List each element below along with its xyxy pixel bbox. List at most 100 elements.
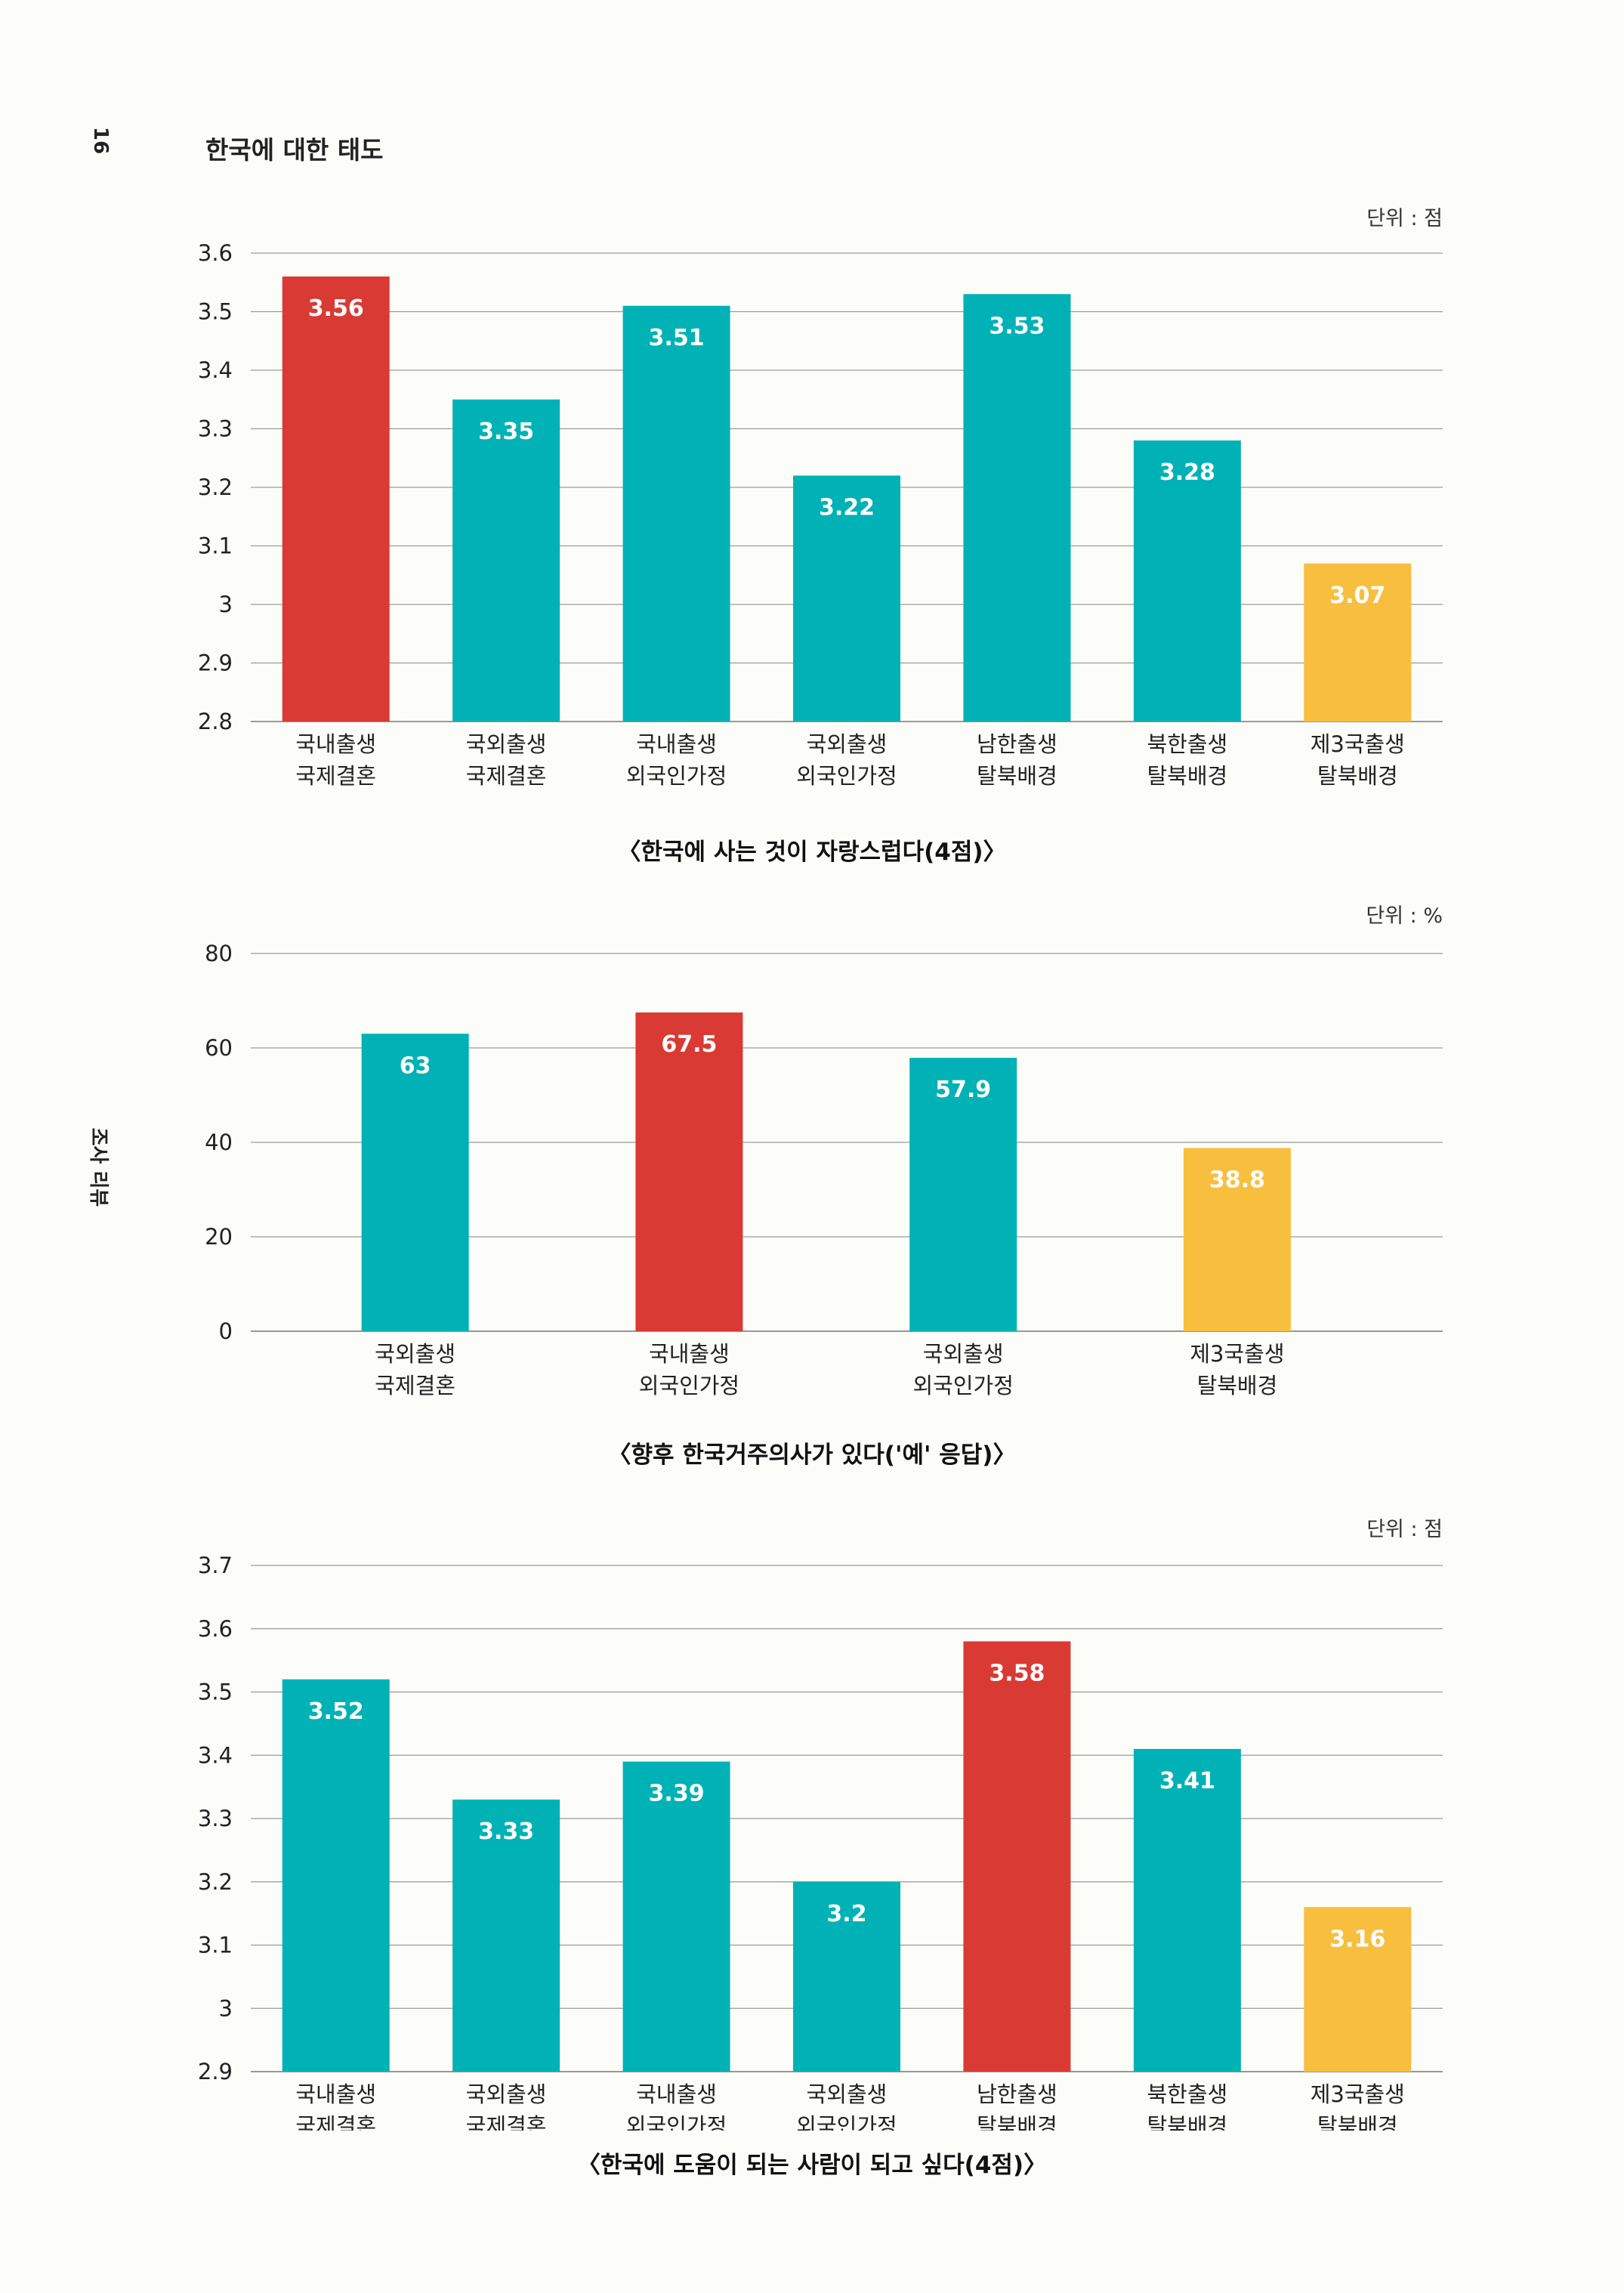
x-category-label: 국제결혼 <box>466 763 547 789</box>
data-label: 38.8 <box>1209 1167 1265 1194</box>
x-category-label: 제3국출생 <box>1190 1341 1284 1367</box>
x-category-label: 국내출생 <box>295 2081 376 2107</box>
page-title: 한국에 대한 태도 <box>205 135 384 165</box>
x-category-label: 북한출생 <box>1147 731 1227 757</box>
chart-helpful-person: 단위 : 점 2.9 3 3.1 3.2 3.3 3.4 3.5 3.6 3.7 3.52 국내출생… <box>0 1503 1624 2183</box>
data-label: 3.2 <box>826 1901 866 1927</box>
data-label: 3.52 <box>308 1698 364 1725</box>
x-category-label: 외국인가정 <box>912 1373 1013 1398</box>
y-tick-label: 0 <box>219 1318 233 1344</box>
bar <box>963 1641 1071 2072</box>
bar <box>635 1012 743 1331</box>
x-category-label: 남한출생 <box>977 2081 1057 2107</box>
y-tick-label: 3.6 <box>198 240 233 266</box>
y-tick-label: 40 <box>205 1130 233 1155</box>
bar <box>1304 563 1412 722</box>
x-category-label: 국외출생 <box>466 731 547 757</box>
bar <box>1133 440 1241 722</box>
bar <box>793 475 900 722</box>
y-tick-label: 3.1 <box>198 1933 233 1958</box>
x-category-label: 외국인가정 <box>796 2113 897 2131</box>
bar <box>452 399 560 722</box>
bar <box>793 1881 900 2072</box>
y-tick-label: 2.9 <box>198 651 233 676</box>
y-tick-label: 3.4 <box>198 357 233 383</box>
x-category-label: 국제결혼 <box>375 1373 455 1398</box>
data-label: 3.51 <box>649 325 705 351</box>
data-label: 67.5 <box>661 1031 717 1058</box>
data-label: 3.41 <box>1159 1768 1215 1794</box>
y-tick-label: 3.5 <box>198 1680 233 1705</box>
x-category-label: 국제결혼 <box>466 2113 547 2131</box>
x-category-label: 남한출생 <box>977 731 1057 757</box>
y-tick-label: 2.9 <box>198 2059 233 2084</box>
bar <box>1183 1148 1291 1331</box>
y-tick-label: 80 <box>205 941 233 966</box>
y-tick-label: 3.3 <box>198 1806 233 1831</box>
y-tick-label: 3.1 <box>198 533 233 559</box>
page-number: 16 <box>89 126 112 155</box>
x-category-label: 탈북배경 <box>1317 2113 1398 2131</box>
x-category-label: 외국인가정 <box>639 1373 739 1398</box>
x-category-label: 탈북배경 <box>1197 1373 1278 1398</box>
x-category-label: 탈북배경 <box>1147 763 1227 789</box>
data-label: 57.9 <box>935 1077 991 1103</box>
data-label: 3.58 <box>989 1661 1045 1687</box>
bar <box>282 277 390 722</box>
data-label: 63 <box>400 1052 431 1079</box>
chart-title: 〈한국에 도움이 되는 사람이 되고 싶다(4점)〉 <box>576 2152 1048 2179</box>
data-label: 3.22 <box>819 495 875 521</box>
y-tick-label: 3.3 <box>198 416 233 442</box>
data-label: 3.53 <box>989 313 1045 339</box>
y-tick-label: 3 <box>219 592 233 617</box>
bar <box>1133 1748 1241 2072</box>
bar <box>622 305 730 722</box>
x-category-label: 국외출생 <box>375 1341 455 1367</box>
x-category-label: 국외출생 <box>807 731 888 757</box>
x-category-label: 외국인가정 <box>626 2113 727 2131</box>
y-tick-label: 3 <box>219 1995 233 2021</box>
x-category-label: 국내출생 <box>636 2081 717 2107</box>
y-tick-label: 60 <box>205 1035 233 1061</box>
x-category-label: 외국인가정 <box>626 763 727 789</box>
unit-label: 단위 : 점 <box>1366 207 1443 230</box>
x-category-label: 국외출생 <box>466 2081 547 2107</box>
x-category-label: 탈북배경 <box>1147 2113 1227 2131</box>
x-category-label: 국내출생 <box>649 1341 730 1367</box>
data-label: 3.35 <box>478 419 534 445</box>
x-category-label: 외국인가정 <box>796 763 897 789</box>
x-category-label: 국외출생 <box>923 1341 1004 1367</box>
x-category-label: 국제결혼 <box>295 2113 376 2131</box>
y-tick-label: 3.6 <box>198 1616 233 1642</box>
x-category-label: 국내출생 <box>295 731 376 757</box>
bar <box>909 1058 1017 1331</box>
data-label: 3.56 <box>308 295 364 322</box>
data-label: 3.33 <box>478 1819 534 1845</box>
y-tick-label: 20 <box>205 1224 233 1250</box>
data-label: 3.39 <box>649 1781 705 1807</box>
x-category-label: 국제결혼 <box>295 763 376 789</box>
x-category-label: 북한출생 <box>1147 2081 1227 2107</box>
x-category-label: 탈북배경 <box>1317 763 1398 789</box>
x-category-label: 국내출생 <box>636 731 717 757</box>
y-tick-label: 3.2 <box>198 1869 233 1895</box>
x-category-label: 탈북배경 <box>977 2113 1057 2131</box>
chart-title: 〈한국에 사는 것이 자랑스럽다(4점)〉 <box>617 839 1007 866</box>
y-tick-label: 3.5 <box>198 299 233 325</box>
chart-title: 〈향후 한국거주의사가 있다('예' 응답)〉 <box>607 1442 1017 1469</box>
unit-label: 단위 : % <box>1366 904 1443 928</box>
y-tick-label: 3.4 <box>198 1742 233 1768</box>
bar <box>452 1799 560 2072</box>
y-tick-label: 2.8 <box>198 709 233 734</box>
bar <box>361 1034 469 1331</box>
bar <box>282 1679 390 2072</box>
x-category-label: 국외출생 <box>807 2081 888 2107</box>
y-tick-label: 3.2 <box>198 474 233 500</box>
data-label: 3.07 <box>1329 583 1385 609</box>
bar <box>1304 1907 1412 2072</box>
x-category-label: 제3국출생 <box>1311 2081 1405 2107</box>
bar <box>622 1761 730 2072</box>
